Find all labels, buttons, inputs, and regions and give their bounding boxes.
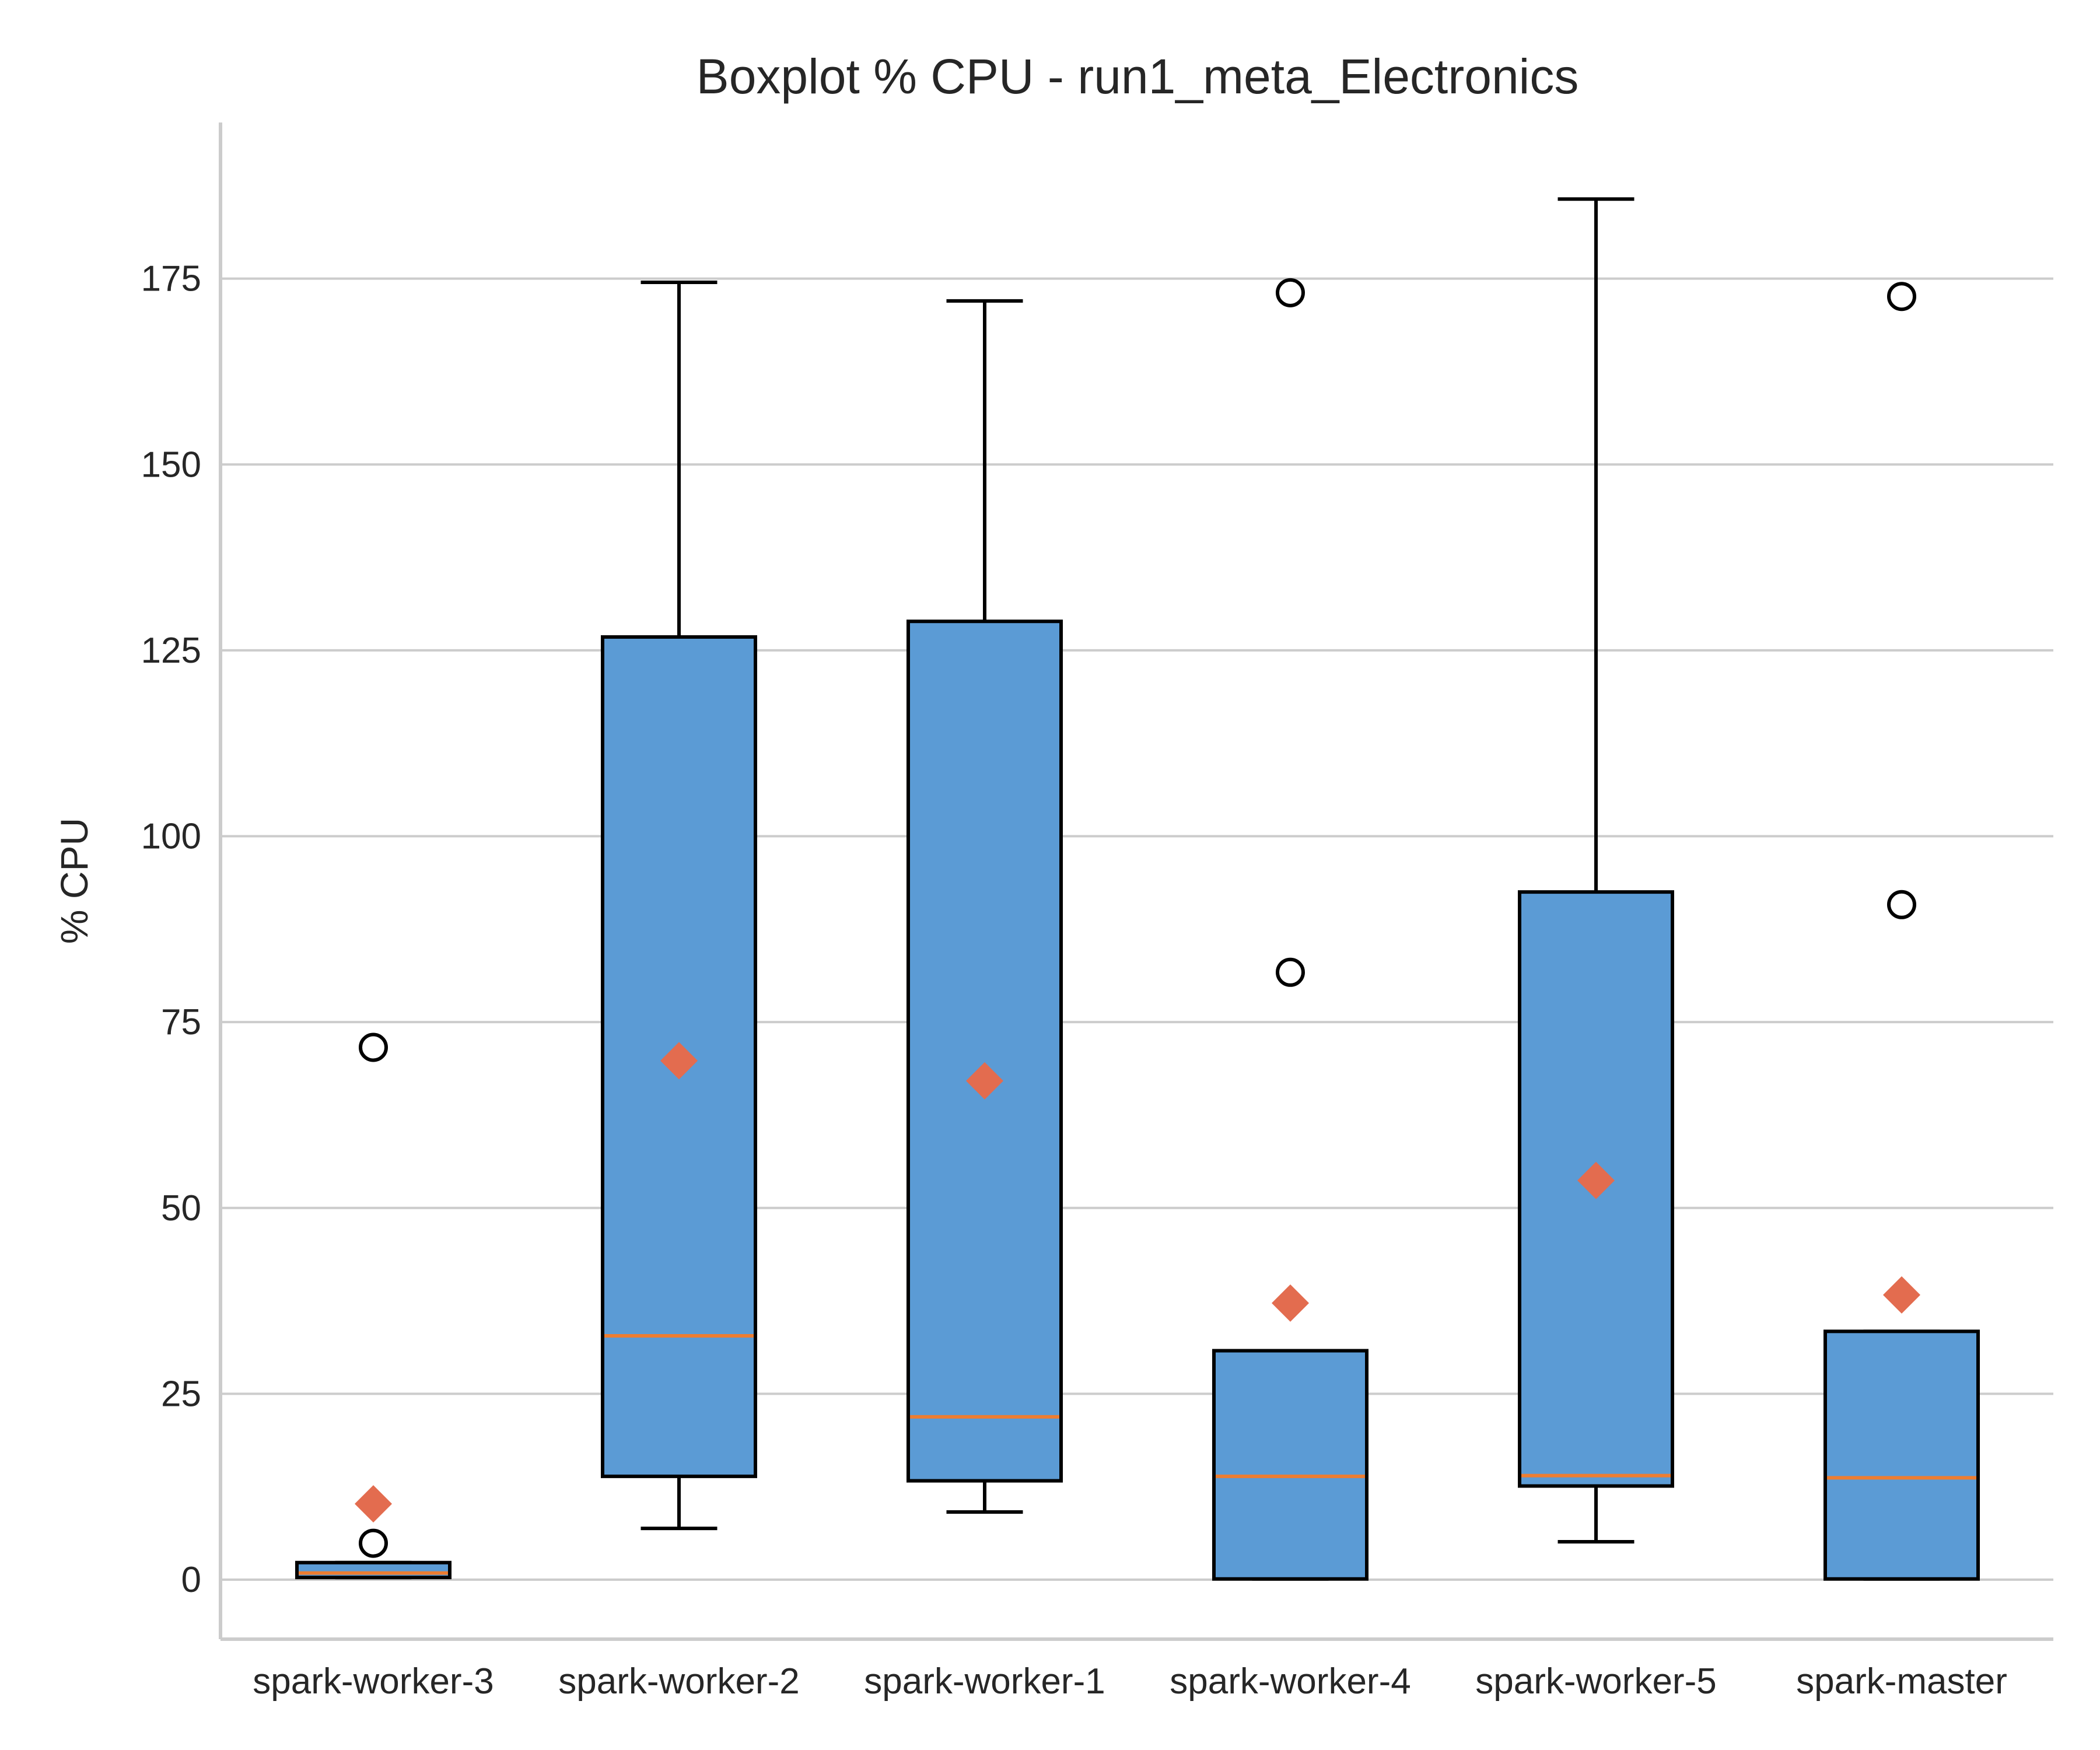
box-group-spark-worker-3: [295, 1032, 452, 1580]
mean-marker: [660, 1042, 698, 1080]
y-tick-label: 100: [141, 817, 201, 857]
box-group-spark-worker-5: [1518, 197, 1674, 1544]
iqr-box: [1212, 1349, 1368, 1581]
y-tick-label: 125: [141, 631, 201, 671]
iqr-box: [295, 1560, 452, 1580]
box-group-spark-worker-4: [1212, 278, 1368, 1581]
mean-marker: [355, 1485, 392, 1523]
x-tick-label: spark-worker-2: [558, 1661, 799, 1702]
x-tick-label: spark-master: [1796, 1661, 2007, 1702]
mean-marker: [1577, 1161, 1615, 1199]
grid-lines: [220, 277, 2053, 1581]
outlier-point: [1276, 957, 1305, 987]
y-tick-label: 175: [141, 259, 201, 299]
x-tick-labels: spark-worker-3 spark-worker-2 spark-worker…: [253, 1661, 2007, 1702]
outlier-point: [1276, 278, 1305, 307]
x-tick-label: spark-worker-5: [1475, 1661, 1716, 1702]
outlier-point: [359, 1528, 388, 1558]
outlier-point: [359, 1032, 388, 1062]
x-tick-label: spark-worker-4: [1170, 1661, 1410, 1702]
mean-marker: [1272, 1284, 1309, 1322]
box-group-spark-worker-1: [907, 299, 1063, 1514]
y-tick-label: 50: [161, 1188, 201, 1228]
iqr-box: [1824, 1329, 1980, 1581]
outlier-point: [1887, 282, 1916, 312]
x-tick-label: spark-worker-1: [864, 1661, 1105, 1702]
y-tick-label: 150: [141, 444, 201, 485]
iqr-box: [907, 620, 1063, 1483]
y-tick-labels: 0 25 50 75 100 125 150 175: [141, 259, 201, 1600]
y-axis-label: % CPU: [52, 818, 96, 944]
boxes: [295, 197, 1980, 1581]
box-group-spark-worker-2: [601, 281, 757, 1531]
y-tick-label: 25: [161, 1374, 201, 1414]
mean-marker: [966, 1062, 1003, 1100]
y-tick-label: 75: [161, 1002, 201, 1042]
outlier-point: [1887, 890, 1916, 919]
y-tick-label: 0: [181, 1560, 201, 1600]
chart-title: Boxplot % CPU - run1_meta_Electronics: [696, 49, 1579, 104]
mean-marker: [1883, 1276, 1920, 1314]
x-tick-label: spark-worker-3: [253, 1661, 494, 1702]
box-group-spark-master: [1824, 282, 1980, 1581]
